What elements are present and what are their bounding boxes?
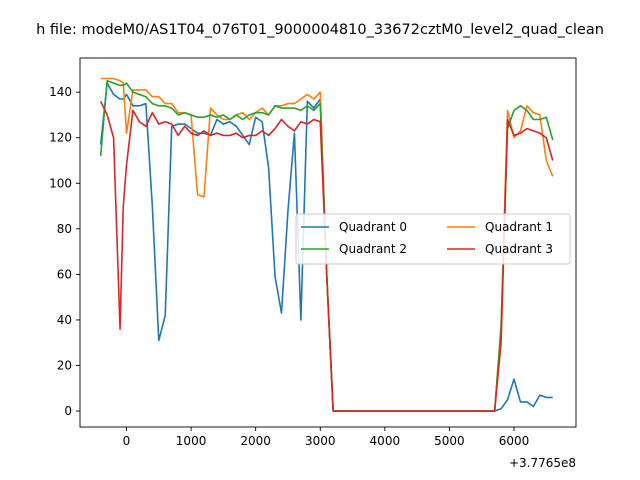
x-offset-label: +3.7765e8: [509, 456, 576, 470]
y-tick-label: 60: [57, 267, 72, 281]
legend-entry-quadrant-3: Quadrant 3: [447, 242, 553, 256]
series-line-quadrant-3: [99, 100, 554, 412]
ticks-layer: 0 1000 2000 3000 4000 5000 6000 0 20 40 60 80 100 120…: [49, 85, 529, 448]
legend-label: Quadrant 0: [339, 220, 407, 234]
y-tick-label: 100: [49, 176, 72, 190]
legend-label: Quadrant 3: [485, 242, 553, 256]
axes-frame: [79, 57, 577, 428]
y-tick-label: 40: [57, 313, 72, 327]
plot-layer: [99, 77, 554, 412]
x-tick-label: 0: [123, 434, 131, 448]
y-tick-label: 140: [49, 85, 72, 99]
y-tick-label: 120: [49, 131, 72, 145]
legend-label: Quadrant 2: [339, 242, 407, 256]
x-tick-label: 1000: [176, 434, 207, 448]
x-tick-label: 3000: [305, 434, 336, 448]
y-tick-label: 80: [57, 222, 72, 236]
legend-box: [295, 213, 571, 265]
x-tick-label: 6000: [499, 434, 530, 448]
legend: Quadrant 0 Quadrant 1 Quadrant 2 Quadrant 3: [295, 213, 571, 265]
y-tick-label: 20: [57, 359, 72, 373]
x-tick-label: 2000: [240, 434, 271, 448]
legend-entry-quadrant-2: Quadrant 2: [301, 242, 407, 256]
y-tick-label: 0: [64, 404, 72, 418]
series-line-quadrant-2: [99, 79, 554, 412]
series-line-quadrant-0: [99, 82, 553, 412]
x-tick-label: 4000: [370, 434, 401, 448]
legend-entry-quadrant-1: Quadrant 1: [447, 220, 553, 234]
x-tick-label: 5000: [434, 434, 465, 448]
chart-title: h file: modeM0/AS1T04_076T01_9000004810_…: [36, 22, 604, 38]
legend-entry-quadrant-0: Quadrant 0: [301, 220, 407, 234]
legend-label: Quadrant 1: [485, 220, 553, 234]
